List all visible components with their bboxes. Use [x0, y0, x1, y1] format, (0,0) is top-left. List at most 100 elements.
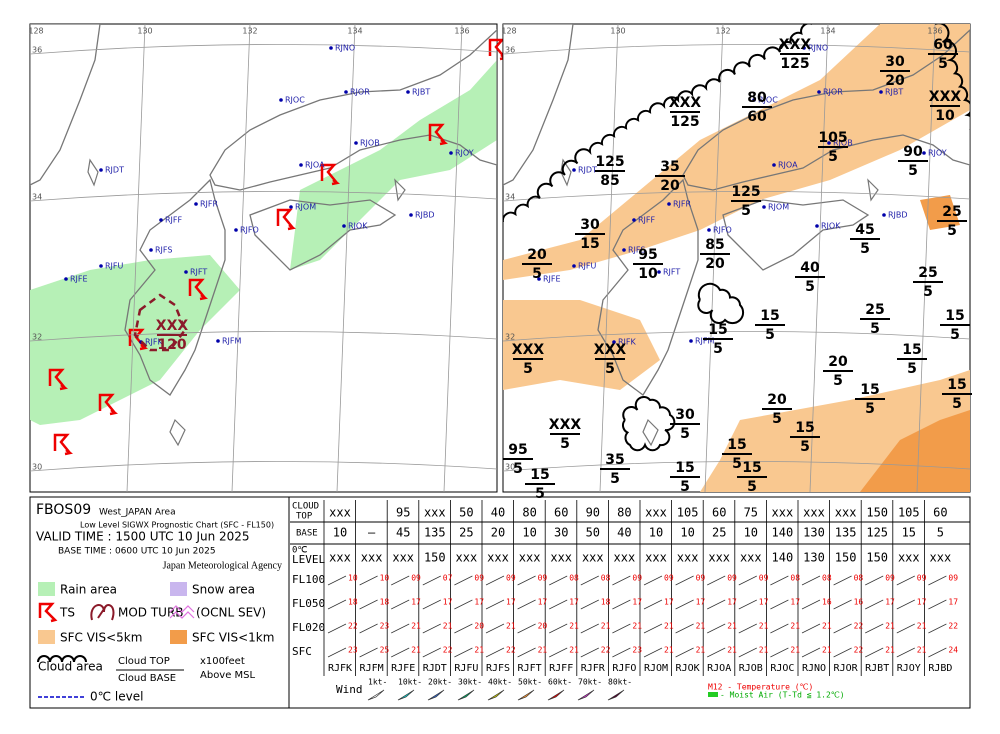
cell: 150: [866, 551, 888, 565]
temperature: 21: [411, 646, 421, 655]
cell: xxx: [392, 551, 414, 565]
wind-key: [487, 689, 505, 701]
legend-cloud-area: Cloud area: [38, 660, 103, 674]
ts-symbols: [48, 38, 508, 456]
cloud-base: 120: [157, 337, 186, 353]
wind-arrow: [454, 623, 473, 634]
temperature: 20: [474, 622, 484, 631]
wind-arrow: [801, 647, 821, 658]
cloud-top: 30: [580, 217, 600, 233]
station-dot: [409, 213, 413, 217]
wind-key: [607, 689, 625, 701]
wind-arrow: [485, 599, 505, 610]
cell: 150: [866, 506, 888, 520]
station-label: RJBT: [412, 88, 430, 97]
wind-arrow: [928, 575, 947, 586]
temperature: 17: [474, 598, 484, 607]
station-label: RJDT: [578, 166, 597, 175]
cloud-base: 5: [907, 361, 917, 377]
wind-arrow: [675, 623, 694, 634]
cloud-top: 15: [795, 420, 814, 436]
legend-unit: x100feet: [200, 656, 245, 667]
station-dot: [329, 46, 333, 50]
wind-arrow: [833, 599, 852, 610]
station-dot: [922, 151, 926, 155]
cloud-base: 5: [908, 163, 918, 179]
station-dot: [752, 98, 756, 102]
wind-arrow: [549, 647, 568, 658]
lon-label: 134: [347, 27, 362, 36]
lon-label: 132: [242, 27, 257, 36]
cloud-base: 5: [532, 266, 542, 282]
wind-speed: 80kt-: [608, 678, 632, 687]
base-time: BASE TIME : 0600 UTC 10 Jun 2025: [58, 547, 216, 557]
temperature: 17: [790, 598, 800, 607]
lat-label: 30: [505, 463, 515, 472]
station-label: RJFF: [165, 216, 183, 225]
temperature: 08: [790, 574, 800, 583]
row-label: 0℃: [292, 546, 308, 556]
temperature: 17: [632, 598, 642, 607]
cloud-base: 5: [560, 436, 570, 452]
temperature: 09: [538, 574, 548, 583]
legend-cloud-top: Cloud TOP: [118, 656, 170, 667]
cloud-base: 5: [747, 479, 757, 495]
temperature: 21: [601, 622, 611, 631]
cloud-boundary: [503, 24, 812, 222]
wind-arrow: [833, 575, 852, 586]
legend-vis5: SFC VIS<5km: [60, 631, 142, 645]
cell: xxx: [677, 551, 699, 565]
cell: 50: [459, 506, 473, 520]
row-label: SFC: [292, 645, 312, 658]
temperature: 09: [727, 574, 737, 583]
turb-area: [133, 293, 187, 352]
cloud-base: 10: [638, 266, 658, 282]
cloud-base: 5: [605, 361, 615, 377]
longitude-line: [599, 23, 619, 493]
row-label: FL100: [292, 573, 325, 586]
cloud-top: XXX: [512, 342, 545, 358]
station-name: RJFK: [328, 663, 352, 674]
temperature: 17: [443, 598, 453, 607]
cloud-base: 5: [732, 456, 742, 472]
station-label: RJFR: [673, 200, 692, 209]
vis5-area: [503, 300, 660, 390]
wind-arrow: [738, 599, 757, 610]
wind-arrow: [580, 623, 599, 634]
cell: 25: [459, 526, 473, 540]
ts-symbol: [276, 208, 296, 231]
cloud-top: 30: [885, 54, 905, 70]
station-label: RJFM: [695, 337, 715, 346]
wind-arrow: [643, 623, 663, 634]
wind-arrow: [738, 575, 757, 586]
station-dot: [159, 218, 163, 222]
cloud-base: 20: [660, 178, 680, 194]
wind-arrow: [454, 647, 473, 658]
wind-arrow: [612, 647, 631, 658]
station-dot: [707, 228, 711, 232]
legend-turb: MOD TURB: [118, 606, 184, 620]
wind-arrow: [896, 599, 915, 610]
station-label: RJFM: [222, 337, 242, 346]
station-dot: [827, 141, 831, 145]
station-label: RJOB: [833, 139, 853, 148]
cloud-top: 90: [903, 144, 923, 160]
cloud-boundary: [622, 396, 676, 452]
station-name: RJDT: [423, 663, 447, 674]
cell: xxx: [645, 506, 667, 520]
lon-label: 130: [610, 27, 625, 36]
wind-arrow: [833, 647, 852, 658]
longitude-line: [443, 23, 463, 493]
station-dot: [762, 205, 766, 209]
temperature: 21: [790, 622, 800, 631]
cloud-base: 5: [952, 396, 962, 412]
cloud-boundary: [935, 24, 970, 130]
station-label: RJNO: [808, 44, 828, 53]
station-label: RJFK: [145, 338, 164, 347]
station-label: RJFE: [70, 275, 88, 284]
station-name: RJFO: [612, 663, 636, 674]
left-map: [30, 24, 497, 446]
temperature: 09: [948, 574, 958, 583]
wind-arrow: [865, 599, 884, 610]
station-dot: [344, 90, 348, 94]
